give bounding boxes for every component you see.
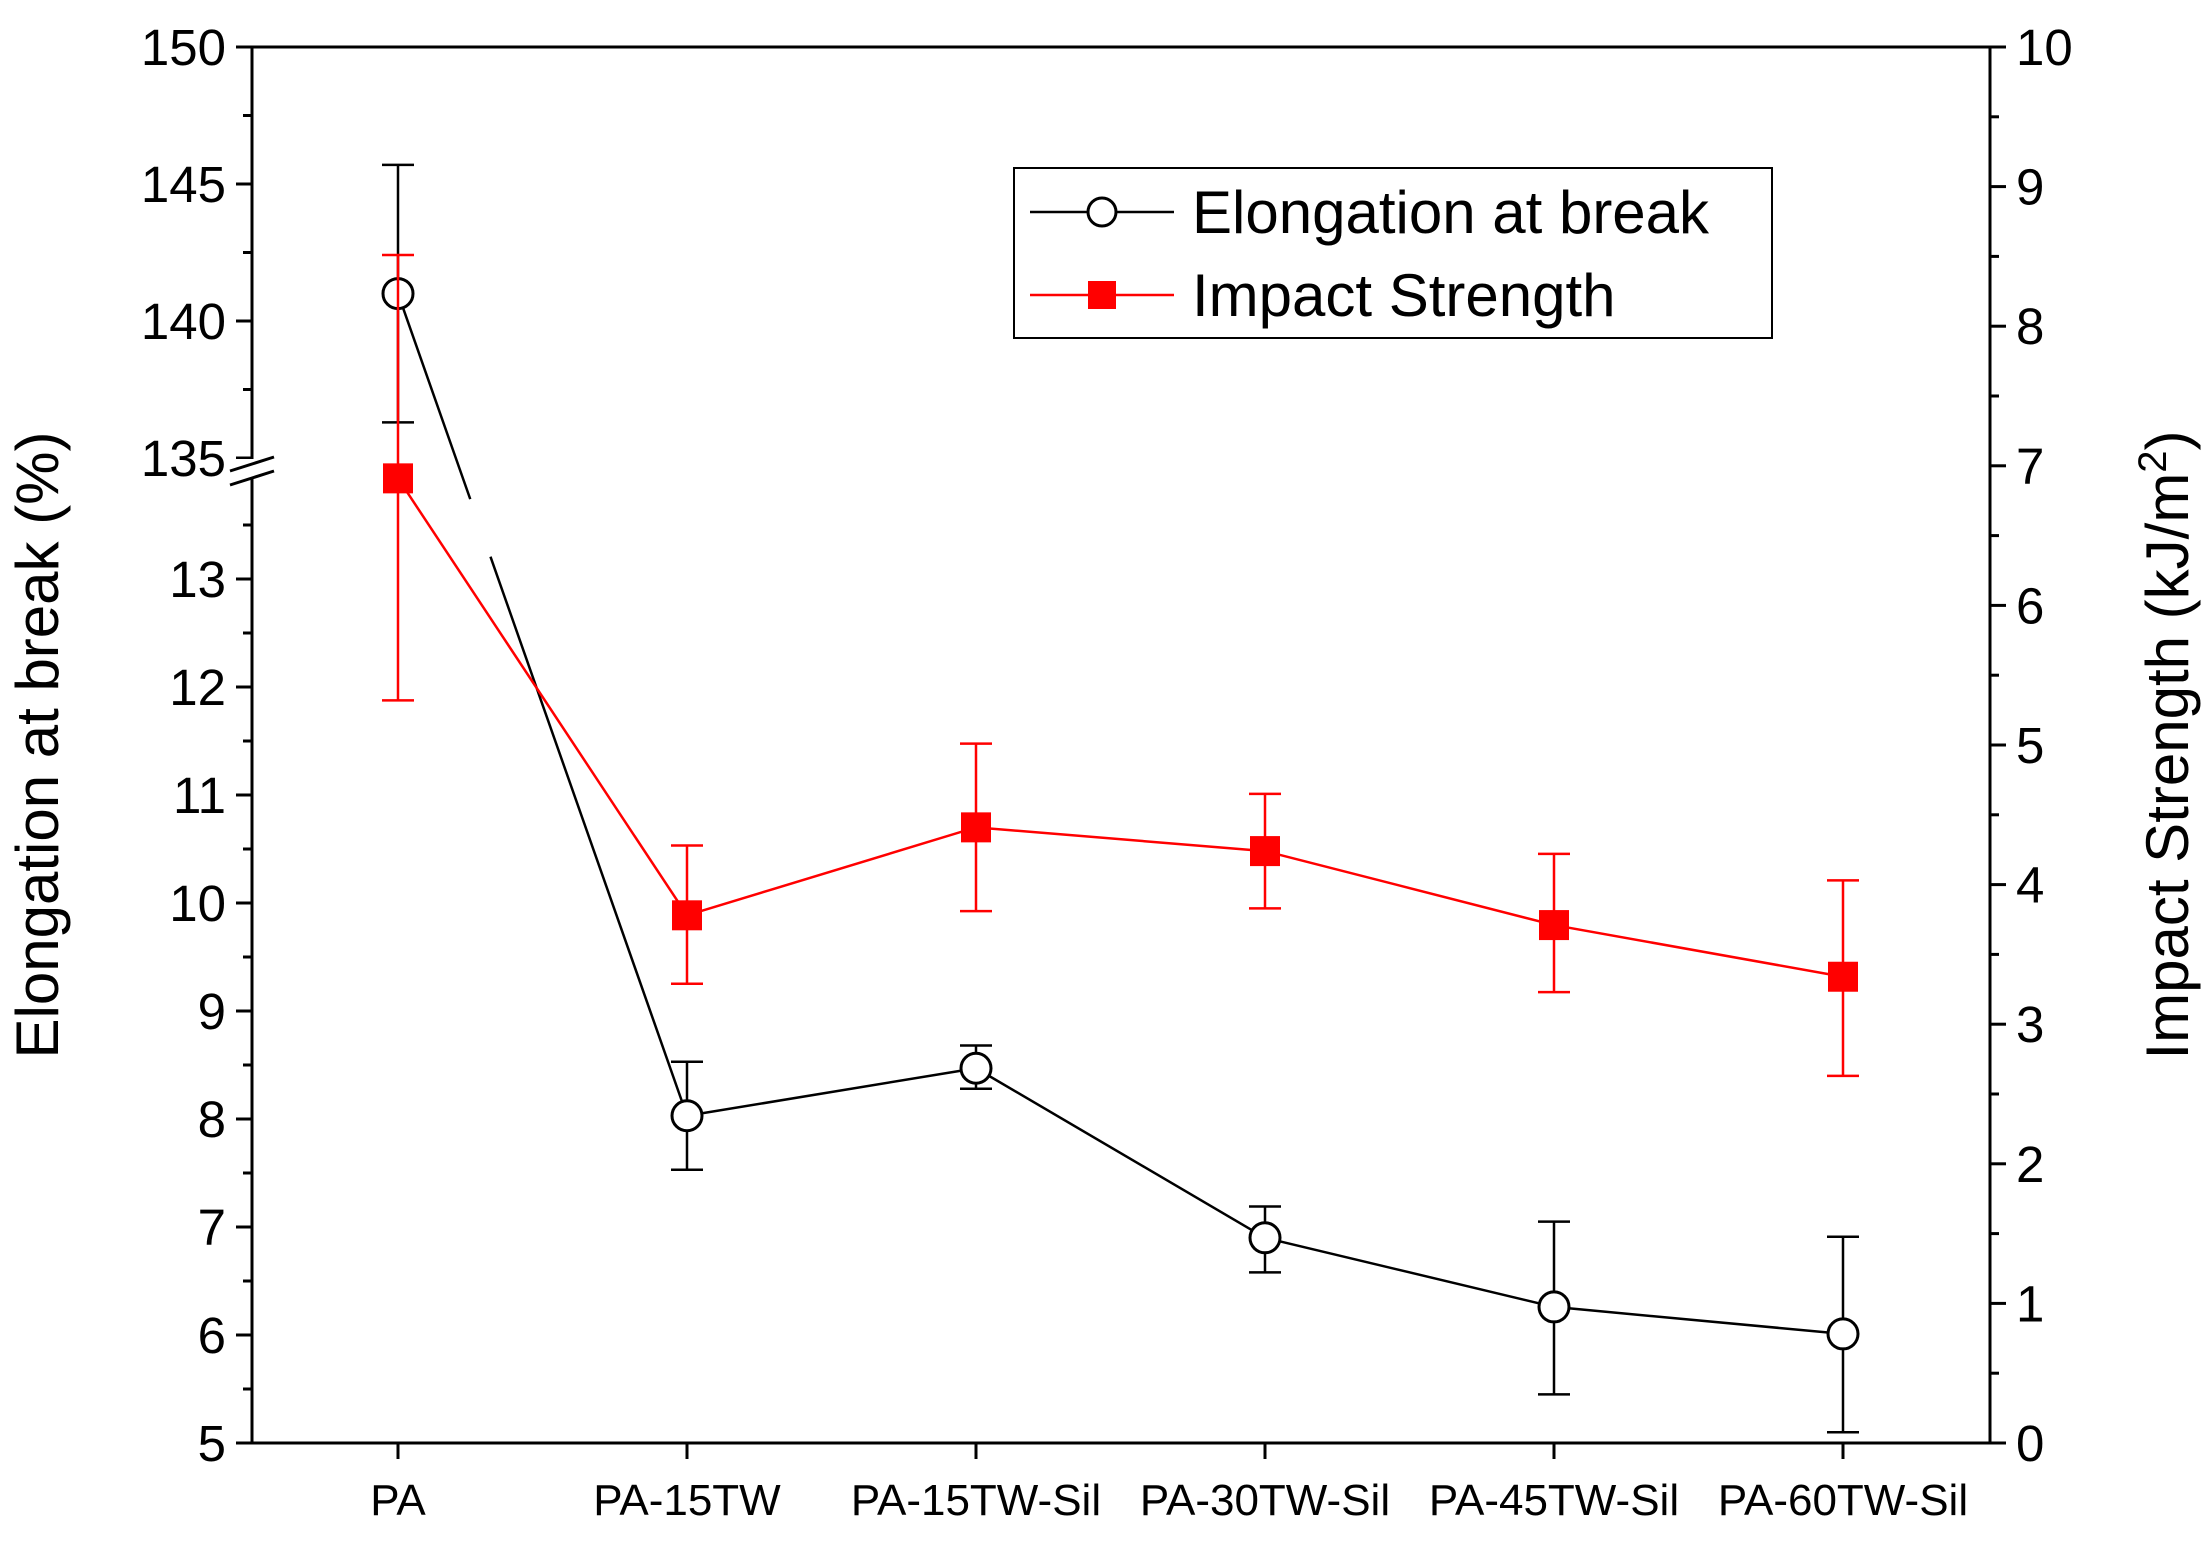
x-tick-label: PA-15TW-Sil: [851, 1476, 1101, 1525]
left-tick-label: 13: [169, 551, 226, 608]
legend: Elongation at break Impact Strength: [1013, 167, 1773, 339]
series-line-segment: [1264, 1236, 1555, 1309]
right-tick-label: 6: [2016, 577, 2044, 634]
left-tick-label: 9: [198, 983, 226, 1040]
series-impact-strength: [382, 253, 1859, 1078]
series-line-segment: [1553, 1305, 1844, 1336]
left-tick-label: 150: [141, 19, 226, 76]
left-tick-label: 12: [169, 659, 226, 716]
data-point: [1539, 910, 1569, 941]
x-tick-label: PA-45TW-Sil: [1429, 1476, 1679, 1525]
data-point: [1828, 961, 1858, 992]
right-axis-title-end: ): [2134, 430, 2201, 450]
axis-break-marker: [229, 455, 275, 487]
series-line-segment: [489, 556, 689, 1117]
data-point: [1826, 1317, 1860, 1351]
left-tick-label: 11: [173, 767, 226, 824]
data-point: [1248, 1221, 1282, 1255]
left-tick-label: 145: [141, 156, 226, 213]
legend-entry-impact: Impact Strength: [1030, 262, 1616, 329]
left-axis: 5 6 7 8 9 10 11 12 13 135 140 145 150: [141, 19, 252, 1472]
x-tick-label: PA: [370, 1476, 426, 1525]
right-tick-label: 8: [2016, 298, 2044, 355]
data-point: [672, 900, 702, 931]
right-tick-label: 4: [2016, 857, 2044, 914]
right-tick-label: 1: [2016, 1275, 2044, 1332]
right-tick-label: 5: [2016, 717, 2044, 774]
x-axis: PA PA-15TW PA-15TW-Sil PA-30TW-Sil PA-45TW-S…: [370, 1443, 1968, 1525]
data-point: [383, 463, 413, 494]
data-point: [961, 812, 991, 843]
axes-frame: [250, 45, 1992, 1445]
right-tick-label: 10: [2016, 19, 2073, 76]
right-tick-label: 3: [2016, 996, 2044, 1053]
right-axis-title: Impact Strength (kJ/m2): [2131, 430, 2201, 1059]
series-line: [396, 477, 1844, 978]
axis-break-slash: [229, 455, 275, 473]
legend-marker-elongation: [1086, 196, 1118, 228]
series-line-segment: [686, 1067, 977, 1117]
left-tick-label: 6: [198, 1307, 226, 1364]
data-point: [670, 1099, 704, 1133]
left-tick-label: 7: [198, 1199, 226, 1256]
x-tick-label: PA-15TW: [593, 1476, 781, 1525]
right-tick-label: 9: [2016, 159, 2044, 216]
right-tick-label: 7: [2016, 438, 2044, 495]
right-axis: 0 1 2 3 4 5 6 7 8 9 10: [1990, 19, 2073, 1472]
series-line-segment: [975, 1067, 1266, 1239]
left-axis-title: Elongation at break (%): [4, 431, 71, 1058]
axis-break-slash: [229, 469, 275, 487]
legend-entry-elongation: Elongation at break: [1030, 179, 1710, 246]
legend-label-impact: Impact Strength: [1192, 262, 1616, 329]
right-tick-label: 2: [2016, 1136, 2044, 1193]
series-elongation: [381, 163, 1860, 1434]
left-tick-label: 10: [169, 875, 226, 932]
data-point: [1537, 1290, 1571, 1324]
left-tick-label: 140: [141, 293, 226, 350]
x-tick-label: PA-60TW-Sil: [1718, 1476, 1968, 1525]
right-tick-label: 0: [2016, 1415, 2044, 1472]
x-tick-label: PA-30TW-Sil: [1140, 1476, 1390, 1525]
left-tick-label: 8: [198, 1091, 226, 1148]
legend-box: [1013, 167, 1773, 339]
right-axis-title-main: Impact Strength (kJ/m: [2134, 473, 2201, 1060]
series-line-segment: [396, 293, 472, 500]
left-tick-label: 135: [141, 430, 226, 487]
data-point: [1250, 836, 1280, 867]
legend-label-elongation: Elongation at break: [1192, 179, 1710, 246]
right-axis-title-superscript: 2: [2131, 450, 2175, 472]
left-tick-label: 5: [198, 1415, 226, 1472]
legend-marker-impact: [1088, 281, 1116, 309]
data-point: [959, 1051, 993, 1085]
